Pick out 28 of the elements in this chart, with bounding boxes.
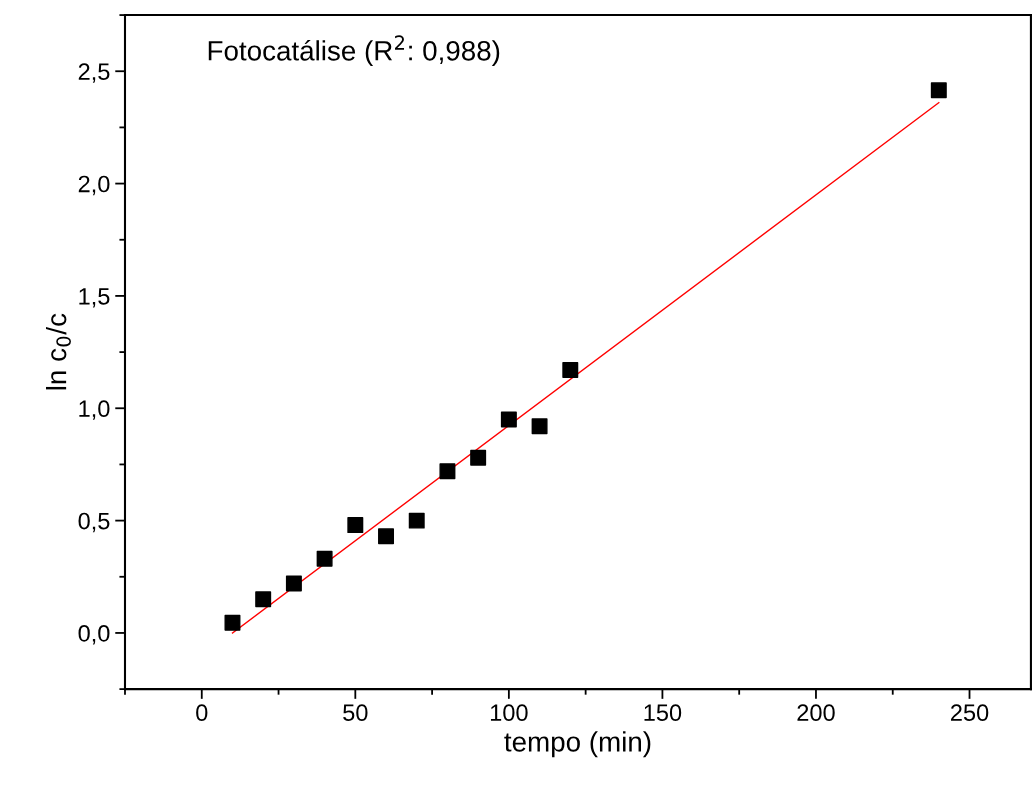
point [470, 449, 487, 466]
x-tick-label: 200 [797, 704, 835, 722]
y-axis-title: ln c$_{0}$/c [45, 313, 71, 390]
y-tick-label: 0,5 [78, 512, 110, 533]
y-tick-label: 2,0 [78, 175, 110, 196]
point [930, 82, 947, 99]
point [531, 418, 548, 435]
point [255, 591, 272, 608]
x-tick-label: 0 [196, 704, 208, 722]
point [562, 362, 579, 379]
x-tick-label: 50 [343, 704, 368, 722]
x-axis-title: tempo (min) [504, 731, 651, 758]
point [439, 463, 456, 480]
x-tick-label: 250 [951, 704, 989, 722]
y-tick-label: 2,5 [78, 63, 110, 83]
y-tick-label: 0,0 [78, 625, 110, 645]
x-tick-label: 150 [644, 704, 682, 722]
point [378, 528, 395, 545]
point [224, 614, 241, 631]
y-tick-label: 1,5 [79, 288, 110, 308]
point [500, 411, 517, 428]
y-tick-label: 1,0 [79, 400, 110, 420]
annotation: Fotocatálise (R$^{2}$: 0,988) [208, 35, 500, 67]
point [408, 512, 425, 529]
point [347, 517, 364, 534]
point [316, 550, 333, 567]
point [285, 575, 302, 592]
x-tick-label: 100 [490, 704, 528, 722]
